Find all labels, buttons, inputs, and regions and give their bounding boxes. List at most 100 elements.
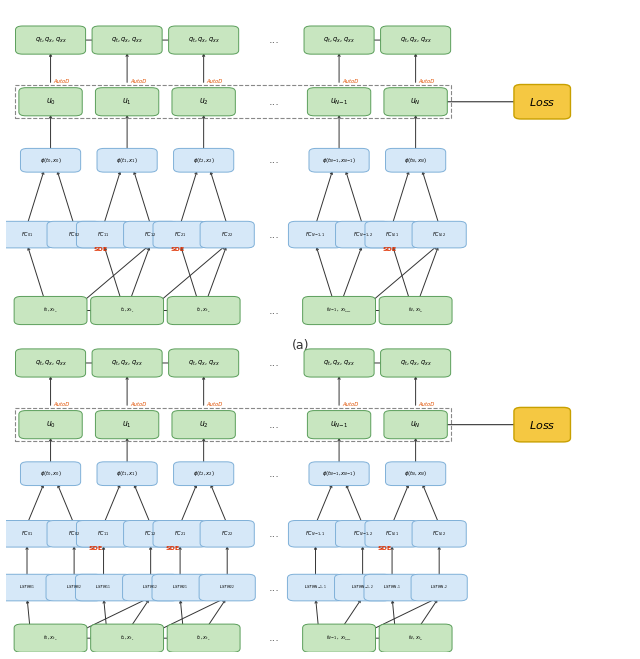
Text: $FC_{N,1}$: $FC_{N,1}$ xyxy=(385,231,399,239)
Text: $FC_{22}$: $FC_{22}$ xyxy=(221,529,234,538)
Text: $t_0, x_{t_0}$: $t_0, x_{t_0}$ xyxy=(44,633,58,643)
FancyBboxPatch shape xyxy=(335,521,390,547)
FancyBboxPatch shape xyxy=(47,221,101,248)
Text: $\phi(t_N,x_N)$: $\phi(t_N,x_N)$ xyxy=(404,469,427,478)
Text: $\phi(t_1,x_1)$: $\phi(t_1,x_1)$ xyxy=(116,156,138,165)
Text: AutoD: AutoD xyxy=(207,402,223,407)
Text: (a): (a) xyxy=(292,339,310,352)
Text: $u_0$: $u_0$ xyxy=(45,96,56,107)
Text: $q_t, q_x, q_{xx}$: $q_t, q_x, q_{xx}$ xyxy=(188,358,220,368)
FancyBboxPatch shape xyxy=(14,297,87,325)
Text: AutoD: AutoD xyxy=(54,79,70,84)
Text: $\phi(t_2,x_2)$: $\phi(t_2,x_2)$ xyxy=(193,469,214,478)
Text: SDE: SDE xyxy=(89,546,103,552)
Text: ...: ... xyxy=(269,97,280,107)
Bar xyxy=(15,85,451,119)
Text: AutoD: AutoD xyxy=(419,79,435,84)
Text: $FC_{22}$: $FC_{22}$ xyxy=(221,230,234,239)
FancyBboxPatch shape xyxy=(153,521,207,547)
Text: $FC_{11}$: $FC_{11}$ xyxy=(97,529,110,538)
Text: $q_t, q_x, q_{xx}$: $q_t, q_x, q_{xx}$ xyxy=(111,358,143,368)
Text: ...: ... xyxy=(269,306,280,316)
Text: $\phi(t_1,x_1)$: $\phi(t_1,x_1)$ xyxy=(116,469,138,478)
Text: AutoD: AutoD xyxy=(342,79,358,84)
Text: $FC_{N\!-\!1,1}$: $FC_{N\!-\!1,1}$ xyxy=(305,231,326,239)
FancyBboxPatch shape xyxy=(20,148,81,172)
FancyBboxPatch shape xyxy=(172,88,236,116)
FancyBboxPatch shape xyxy=(379,624,452,652)
Text: $t_N, x_{t_N}$: $t_N, x_{t_N}$ xyxy=(408,306,423,315)
FancyBboxPatch shape xyxy=(412,221,467,248)
Text: ...: ... xyxy=(269,229,280,240)
Text: $FC_{N,1}$: $FC_{N,1}$ xyxy=(385,530,399,538)
FancyBboxPatch shape xyxy=(167,297,240,325)
FancyBboxPatch shape xyxy=(19,88,82,116)
FancyBboxPatch shape xyxy=(365,521,419,547)
Text: $LSTM_{02}$: $LSTM_{02}$ xyxy=(66,584,83,591)
Text: $FC_{01}$: $FC_{01}$ xyxy=(20,529,33,538)
Text: $\phi(t_0,x_0)$: $\phi(t_0,x_0)$ xyxy=(40,156,61,165)
FancyBboxPatch shape xyxy=(514,407,570,442)
Text: AutoD: AutoD xyxy=(342,402,358,407)
FancyBboxPatch shape xyxy=(92,349,162,377)
FancyBboxPatch shape xyxy=(173,148,234,172)
FancyBboxPatch shape xyxy=(168,26,239,54)
FancyBboxPatch shape xyxy=(91,624,164,652)
FancyBboxPatch shape xyxy=(364,574,420,601)
FancyBboxPatch shape xyxy=(47,521,101,547)
FancyBboxPatch shape xyxy=(76,574,132,601)
Text: $LSTM_{12}$: $LSTM_{12}$ xyxy=(143,584,159,591)
FancyBboxPatch shape xyxy=(167,624,240,652)
Text: $\phi(t_N,x_N)$: $\phi(t_N,x_N)$ xyxy=(404,156,427,165)
Text: ...: ... xyxy=(269,583,280,592)
FancyBboxPatch shape xyxy=(15,349,86,377)
Text: $FC_{N,2}$: $FC_{N,2}$ xyxy=(432,530,447,538)
Text: $t_1, x_{t_1}$: $t_1, x_{t_1}$ xyxy=(120,633,134,643)
FancyBboxPatch shape xyxy=(15,26,86,54)
Text: $LSTM_{N\!-\!1,2}$: $LSTM_{N\!-\!1,2}$ xyxy=(351,584,374,591)
Text: $q_t, q_x, q_{xx}$: $q_t, q_x, q_{xx}$ xyxy=(323,36,355,45)
Text: $q_t, q_x, q_{xx}$: $q_t, q_x, q_{xx}$ xyxy=(399,358,431,368)
Text: AutoD: AutoD xyxy=(130,402,147,407)
FancyBboxPatch shape xyxy=(91,297,164,325)
Text: SDE: SDE xyxy=(378,546,392,552)
Text: $FC_{12}$: $FC_{12}$ xyxy=(145,529,157,538)
FancyBboxPatch shape xyxy=(153,221,207,248)
Text: $\phi(t_{N\!-\!1},x_{N\!-\!1})$: $\phi(t_{N\!-\!1},x_{N\!-\!1})$ xyxy=(322,156,356,165)
Text: ...: ... xyxy=(269,156,280,165)
Text: $t_0, x_{t_0}$: $t_0, x_{t_0}$ xyxy=(44,306,58,315)
FancyBboxPatch shape xyxy=(95,411,159,439)
Text: $FC_{21}$: $FC_{21}$ xyxy=(174,529,186,538)
FancyBboxPatch shape xyxy=(20,462,81,486)
Text: $LSTM_{22}$: $LSTM_{22}$ xyxy=(219,584,236,591)
FancyBboxPatch shape xyxy=(384,411,447,439)
Text: $LSTM_{N\!-\!1,1}$: $LSTM_{N\!-\!1,1}$ xyxy=(304,584,327,591)
Text: $Loss$: $Loss$ xyxy=(529,96,556,108)
Text: $q_t, q_x, q_{xx}$: $q_t, q_x, q_{xx}$ xyxy=(399,36,431,45)
Text: $LSTM_{21}$: $LSTM_{21}$ xyxy=(172,584,188,591)
Text: ...: ... xyxy=(269,469,280,478)
FancyBboxPatch shape xyxy=(304,26,374,54)
FancyBboxPatch shape xyxy=(381,26,451,54)
Text: $FC_{N\!-\!1,1}$: $FC_{N\!-\!1,1}$ xyxy=(305,530,326,538)
Text: SDE: SDE xyxy=(170,247,184,252)
Text: AutoD: AutoD xyxy=(207,79,223,84)
FancyBboxPatch shape xyxy=(0,521,54,547)
Text: $LSTM_{N,1}$: $LSTM_{N,1}$ xyxy=(383,584,401,591)
Text: $u_1$: $u_1$ xyxy=(122,419,132,430)
FancyBboxPatch shape xyxy=(200,221,254,248)
Text: $Loss$: $Loss$ xyxy=(529,418,556,431)
Text: $q_t, q_x, q_{xx}$: $q_t, q_x, q_{xx}$ xyxy=(188,36,220,45)
Text: SDE: SDE xyxy=(382,247,396,252)
Text: $FC_{12}$: $FC_{12}$ xyxy=(145,230,157,239)
Text: $FC_{N\!-\!1,2}$: $FC_{N\!-\!1,2}$ xyxy=(353,231,372,239)
FancyBboxPatch shape xyxy=(124,221,178,248)
Text: AutoD: AutoD xyxy=(130,79,147,84)
FancyBboxPatch shape xyxy=(97,462,157,486)
FancyBboxPatch shape xyxy=(76,521,131,547)
FancyBboxPatch shape xyxy=(152,574,208,601)
Text: $q_t, q_x, q_{xx}$: $q_t, q_x, q_{xx}$ xyxy=(323,358,355,368)
Text: $t_2, x_{t_2}$: $t_2, x_{t_2}$ xyxy=(196,306,211,315)
FancyBboxPatch shape xyxy=(289,521,342,547)
FancyBboxPatch shape xyxy=(0,221,54,248)
